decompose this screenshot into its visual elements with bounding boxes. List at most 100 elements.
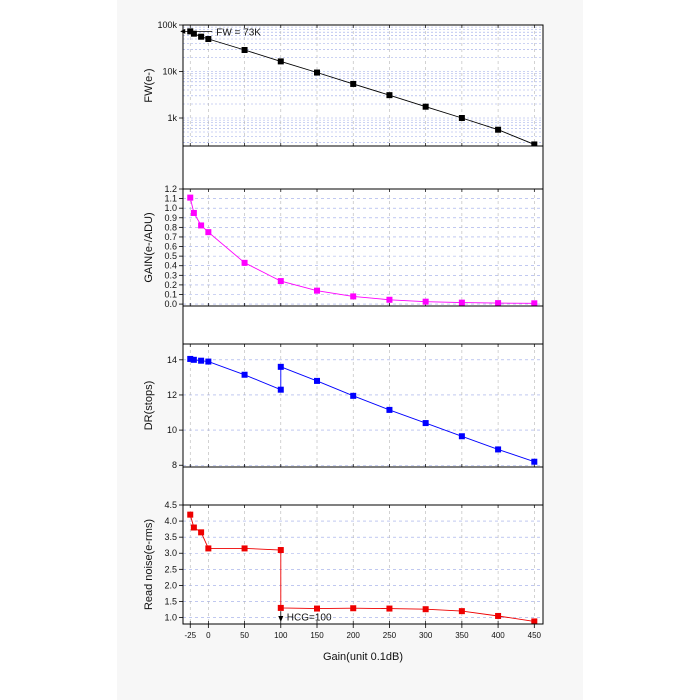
- data-point: [277, 604, 284, 611]
- data-point: [190, 524, 197, 531]
- y-tick-label: 3.0: [164, 548, 177, 558]
- x-tick-label: 100: [274, 631, 288, 640]
- panel-fw: 1k 10k 100k FW(e-) FW = 73K: [143, 20, 543, 148]
- data-point: [277, 363, 284, 370]
- y-tick-label: 1.5: [164, 596, 177, 606]
- data-point: [531, 458, 538, 465]
- y-tick-label: 0.6: [164, 242, 177, 252]
- data-point: [495, 612, 502, 619]
- data-point: [314, 287, 321, 294]
- data-point: [458, 115, 465, 122]
- y-tick-label: 0.1: [164, 289, 177, 299]
- data-point: [458, 299, 465, 306]
- data-point: [350, 80, 357, 87]
- data-point: [205, 35, 212, 42]
- y-tick-label: 0.7: [164, 232, 177, 242]
- data-point: [422, 420, 429, 427]
- data-point: [277, 278, 284, 285]
- data-point: [422, 103, 429, 110]
- data-point: [198, 222, 205, 229]
- x-tick-label: -25: [184, 631, 196, 640]
- y-tick-label: 0.9: [164, 213, 177, 223]
- data-point: [350, 392, 357, 399]
- data-point: [314, 69, 321, 76]
- y-axis-label: Read noise(e-rms): [143, 519, 155, 610]
- data-point: [314, 377, 321, 384]
- data-point: [422, 606, 429, 613]
- data-point: [190, 209, 197, 216]
- y-tick-label: 0.2: [164, 280, 177, 290]
- data-point: [350, 605, 357, 612]
- x-tick-label: 450: [528, 631, 542, 640]
- annotation-fw: FW = 73K: [216, 27, 261, 38]
- data-point: [495, 300, 502, 307]
- panel-spacer: [183, 146, 543, 189]
- y-tick-label: 0.8: [164, 222, 177, 232]
- y-tick-label: 1.0: [164, 203, 177, 213]
- y-tick-label: 1.0: [164, 613, 177, 623]
- x-axis-label: Gain(unit 0.1dB): [323, 651, 403, 663]
- x-tick-label: 350: [455, 631, 469, 640]
- y-tick-label: 1.2: [164, 184, 177, 194]
- data-point: [241, 259, 248, 266]
- data-point: [531, 300, 538, 307]
- y-tick-label: 1.1: [164, 194, 177, 204]
- data-point: [350, 293, 357, 300]
- x-tick-label: 50: [240, 631, 249, 640]
- y-tick-label: 0.3: [164, 270, 177, 280]
- data-point: [187, 511, 194, 518]
- data-point: [241, 545, 248, 552]
- grid-rn: [183, 504, 543, 624]
- x-tick-label: 400: [491, 631, 505, 640]
- y-tick-label: 14: [167, 355, 177, 365]
- x-tick-label: 150: [310, 631, 324, 640]
- y-axis-label: DR(stops): [143, 381, 155, 431]
- plot-frame: [182, 24, 544, 625]
- data-point: [198, 357, 205, 364]
- data-point: [277, 547, 284, 554]
- y-tick-label: 10k: [162, 67, 177, 77]
- data-point: [205, 545, 212, 552]
- y-tick-label: 12: [167, 390, 177, 400]
- panel-spacer: [183, 306, 543, 344]
- data-point: [198, 529, 205, 536]
- data-point: [205, 358, 212, 365]
- data-point: [531, 141, 538, 148]
- x-tick-label: 200: [347, 631, 361, 640]
- data-point: [531, 618, 538, 625]
- data-point: [314, 605, 321, 612]
- y-tick-label: 2.5: [164, 564, 177, 574]
- annotation-hcg: HCG=100: [287, 613, 332, 624]
- data-point: [205, 229, 212, 236]
- y-tick-label: 100k: [157, 20, 177, 30]
- x-tick-label: 300: [419, 631, 433, 640]
- data-point: [386, 605, 393, 612]
- y-tick-label: 0.4: [164, 261, 177, 271]
- data-point: [190, 356, 197, 363]
- data-point: [187, 194, 194, 201]
- data-point: [241, 371, 248, 378]
- y-tick-label: 2.0: [164, 580, 177, 590]
- panel-dr: 8 10 12 14 DR(stops): [143, 306, 543, 470]
- annotation-arrowhead: [278, 616, 284, 622]
- data-point: [187, 355, 194, 362]
- data-point: [386, 406, 393, 413]
- panel-gain: 0.00.10.20.30.40.50.60.70.80.91.01.11.2 G…: [143, 146, 543, 309]
- data-point: [422, 298, 429, 305]
- data-point: [190, 30, 197, 37]
- data-point: [386, 92, 393, 99]
- panel-rn: 1.0 1.5 2.0 2.5 3.0 3.5 4.0 4.5 Read noise(e-rms…: [143, 467, 543, 625]
- y-tick-label: 10: [167, 425, 177, 435]
- data-point: [386, 296, 393, 303]
- y-axis-label: GAIN(e-/ADU): [143, 212, 155, 282]
- grid-fw: [183, 24, 543, 146]
- y-tick-label: 4.0: [164, 516, 177, 526]
- y-axis-label: FW(e-): [143, 68, 155, 102]
- y-tick-label: 4.5: [164, 500, 177, 510]
- data-point: [495, 126, 502, 133]
- x-tick-label: 250: [383, 631, 397, 640]
- data-point: [495, 446, 502, 453]
- data-point: [458, 608, 465, 615]
